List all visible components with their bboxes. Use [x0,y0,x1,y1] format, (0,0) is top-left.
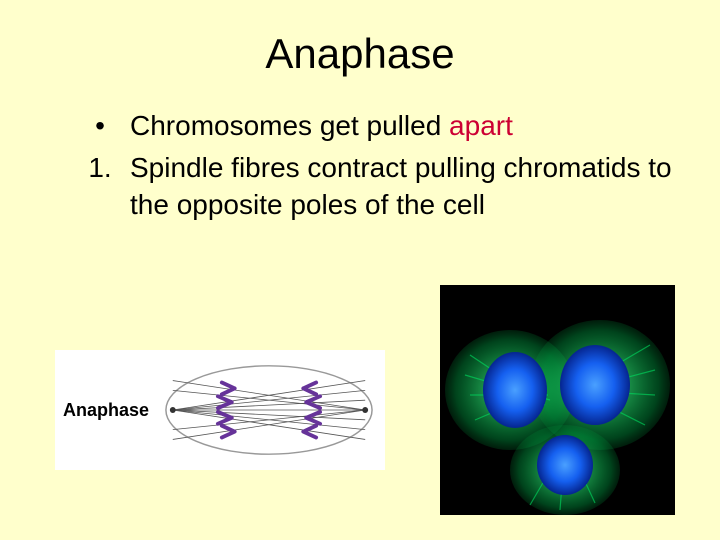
slide-container: Anaphase • Chromosomes get pulled apart … [0,0,720,540]
bullet-item: 1. Spindle fibres contract pulling chrom… [70,150,680,223]
bullet-item: • Chromosomes get pulled apart [70,108,680,144]
bullet-highlight: apart [449,110,513,141]
bullet-text: Chromosomes get pulled apart [130,108,680,144]
micrograph-svg [440,285,675,515]
bullet-text: Spindle fibres contract pulling chromati… [130,150,680,223]
cell-diagram-svg [161,358,377,462]
diagram-label: Anaphase [63,400,149,421]
slide-title: Anaphase [40,30,680,78]
bullet-list: • Chromosomes get pulled apart 1. Spindl… [40,108,680,223]
fluorescence-micrograph [440,285,675,515]
bullet-text-pre: Chromosomes get pulled [130,110,449,141]
anaphase-diagram: Anaphase [55,350,385,470]
bullet-text-pre: Spindle fibres contract pulling chromati… [130,152,672,219]
bullet-marker: • [70,108,130,144]
bullet-marker: 1. [70,150,130,223]
